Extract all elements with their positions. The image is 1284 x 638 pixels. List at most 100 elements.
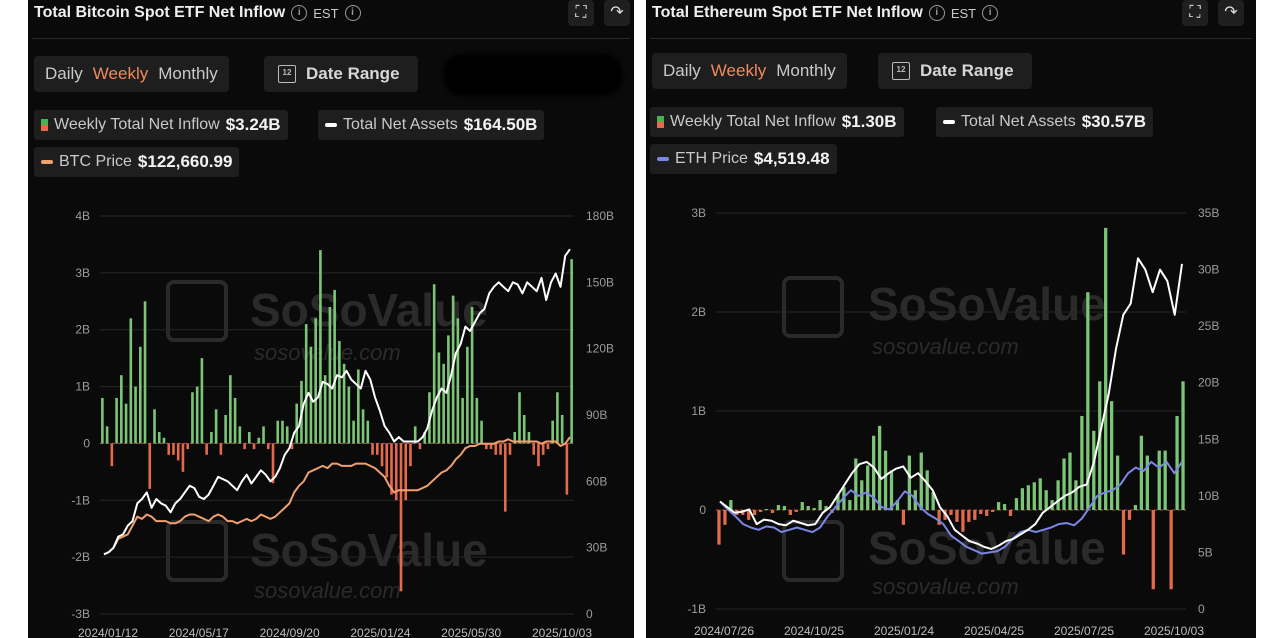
- inflow-bar[interactable]: [537, 443, 540, 467]
- period-weekly[interactable]: Weekly: [710, 61, 767, 80]
- inflow-bar[interactable]: [229, 375, 232, 444]
- inflow-bar[interactable]: [205, 443, 208, 455]
- inflow-bar[interactable]: [456, 318, 460, 444]
- inflow-bar[interactable]: [257, 437, 261, 444]
- inflow-bar[interactable]: [143, 301, 147, 444]
- inflow-bar[interactable]: [1109, 401, 1114, 510]
- inflow-bar[interactable]: [338, 341, 341, 444]
- inflow-bar[interactable]: [522, 415, 526, 444]
- inflow-bar[interactable]: [480, 420, 483, 444]
- inflow-bar[interactable]: [418, 443, 422, 450]
- inflow-bar[interactable]: [560, 415, 564, 444]
- inflow-bar[interactable]: [1104, 227, 1108, 510]
- inflow-bar[interactable]: [124, 403, 128, 444]
- inflow-bar[interactable]: [546, 443, 550, 450]
- inflow-bar[interactable]: [105, 426, 109, 444]
- fullscreen-icon[interactable]: ⛶: [568, 0, 594, 26]
- btc-date-range-button[interactable]: 12 Date Range: [264, 56, 418, 92]
- inflow-bar[interactable]: [1121, 510, 1126, 555]
- inflow-bar[interactable]: [404, 443, 408, 501]
- inflow-bar[interactable]: [570, 259, 573, 444]
- inflow-bar[interactable]: [219, 443, 223, 455]
- inflow-bar[interactable]: [423, 432, 426, 444]
- inflow-bar[interactable]: [138, 346, 142, 444]
- inflow-bar[interactable]: [1032, 482, 1036, 510]
- inflow-bar[interactable]: [996, 502, 1001, 510]
- inflow-bar[interactable]: [532, 443, 536, 455]
- inflow-bar[interactable]: [347, 386, 351, 444]
- inflow-bar[interactable]: [110, 443, 114, 467]
- inflow-bar[interactable]: [1175, 415, 1179, 510]
- inflow-bar[interactable]: [366, 420, 370, 444]
- inflow-bar[interactable]: [979, 510, 983, 514]
- inflow-bar[interactable]: [854, 458, 858, 510]
- inflow-bar[interactable]: [1169, 510, 1173, 590]
- inflow-bar[interactable]: [357, 369, 360, 444]
- inflow-bar[interactable]: [503, 443, 507, 512]
- inflow-bar[interactable]: [319, 250, 322, 444]
- inflow-bar[interactable]: [470, 306, 474, 444]
- inflow-bar[interactable]: [437, 352, 441, 444]
- inflow-bar[interactable]: [409, 443, 412, 467]
- inflow-bar[interactable]: [973, 510, 977, 520]
- inflow-bar[interactable]: [1014, 498, 1019, 510]
- inflow-bar[interactable]: [794, 510, 798, 512]
- inflow-bar[interactable]: [513, 432, 517, 444]
- inflow-bar[interactable]: [314, 318, 317, 444]
- inflow-bar[interactable]: [1086, 292, 1090, 510]
- inflow-bar[interactable]: [931, 492, 935, 510]
- inflow-bar[interactable]: [866, 465, 870, 510]
- inflow-bar[interactable]: [782, 506, 787, 510]
- eth-date-range-button[interactable]: 12 Date Range: [878, 53, 1032, 89]
- net-assets-line[interactable]: [719, 257, 1183, 550]
- inflow-bar[interactable]: [233, 397, 237, 444]
- inflow-bar[interactable]: [949, 510, 953, 515]
- inflow-bar[interactable]: [380, 443, 384, 467]
- inflow-bar[interactable]: [985, 510, 989, 516]
- inflow-bar[interactable]: [290, 443, 294, 450]
- inflow-bar[interactable]: [717, 510, 721, 545]
- inflow-bar[interactable]: [991, 510, 995, 512]
- inflow-bar[interactable]: [442, 363, 445, 444]
- inflow-bar[interactable]: [176, 443, 180, 461]
- inflow-bar[interactable]: [285, 426, 289, 444]
- price-line[interactable]: [103, 436, 571, 556]
- inflow-bar[interactable]: [872, 435, 876, 510]
- inflow-bar[interactable]: [1127, 510, 1132, 520]
- inflow-bar[interactable]: [371, 443, 374, 455]
- period-monthly[interactable]: Monthly: [776, 61, 836, 80]
- btc-legend-inflow[interactable]: Weekly Total Net Inflow $3.24B: [34, 110, 288, 140]
- inflow-bar[interactable]: [399, 443, 403, 592]
- inflow-bar[interactable]: [333, 289, 336, 444]
- inflow-bar[interactable]: [489, 443, 493, 450]
- inflow-bar[interactable]: [1068, 452, 1072, 510]
- inflow-bar[interactable]: [413, 426, 417, 444]
- inflow-bar[interactable]: [248, 432, 251, 444]
- inflow-bar[interactable]: [200, 358, 204, 444]
- inflow-bar[interactable]: [1115, 455, 1120, 510]
- inflow-bar[interactable]: [889, 470, 894, 510]
- inflow-bar[interactable]: [877, 425, 882, 510]
- inflow-bar[interactable]: [764, 509, 769, 511]
- inflow-bar[interactable]: [390, 443, 393, 495]
- inflow-bar[interactable]: [252, 443, 256, 450]
- inflow-bar[interactable]: [432, 284, 436, 444]
- price-line[interactable]: [719, 460, 1183, 555]
- inflow-bar[interactable]: [262, 426, 265, 444]
- inflow-bar[interactable]: [1002, 504, 1007, 510]
- inflow-bar[interactable]: [281, 420, 284, 444]
- inflow-bar[interactable]: [167, 443, 171, 455]
- inflow-bar[interactable]: [499, 443, 502, 455]
- inflow-bar[interactable]: [447, 335, 450, 444]
- inflow-bar[interactable]: [461, 397, 464, 444]
- inflow-bar[interactable]: [1145, 455, 1149, 510]
- info-icon[interactable]: i: [344, 5, 361, 21]
- inflow-bar[interactable]: [485, 443, 488, 450]
- inflow-bar[interactable]: [518, 392, 521, 444]
- info-icon[interactable]: i: [928, 5, 945, 21]
- inflow-bar[interactable]: [328, 306, 332, 444]
- inflow-bar[interactable]: [961, 510, 965, 532]
- inflow-bar[interactable]: [747, 510, 751, 520]
- inflow-bar[interactable]: [770, 510, 775, 513]
- inflow-bar[interactable]: [551, 420, 554, 444]
